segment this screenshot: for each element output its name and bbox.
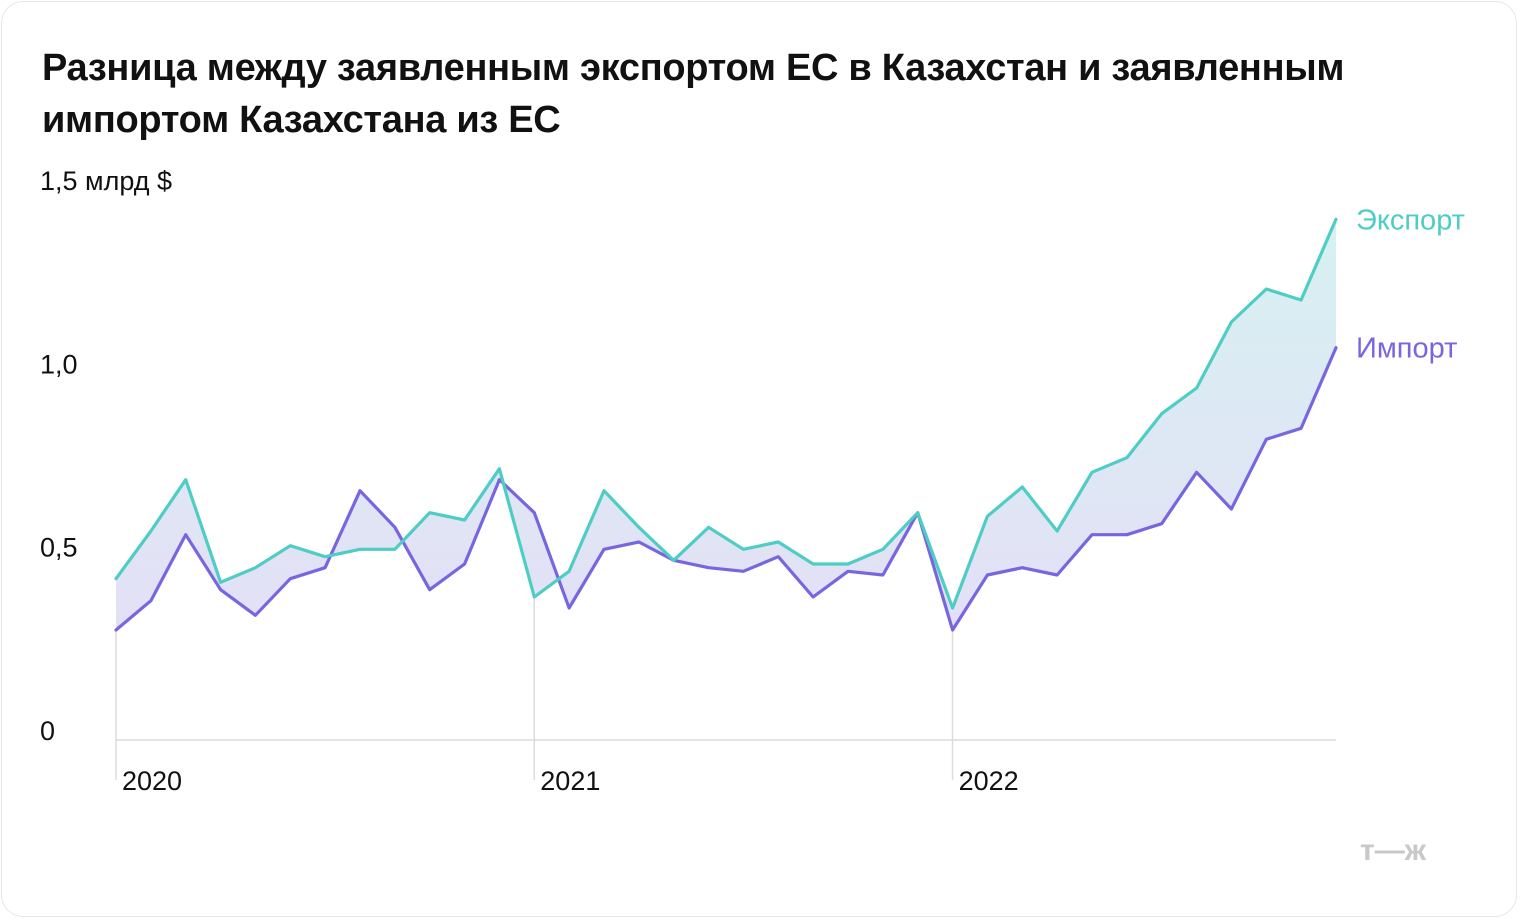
data-point-import — [1265, 438, 1267, 440]
data-point-import — [219, 589, 221, 591]
data-point-export — [1195, 387, 1197, 389]
data-point-export — [1021, 486, 1023, 488]
data-point-import — [289, 578, 291, 580]
data-point-export — [324, 556, 326, 558]
tj-logo: т—ж — [1360, 836, 1485, 866]
data-point-export — [185, 479, 187, 481]
data-point-export — [1126, 457, 1128, 459]
series-labels: Экспорт Импорт — [1356, 204, 1465, 364]
x-tick-label: 2021 — [540, 766, 600, 796]
data-point-import — [429, 589, 431, 591]
data-point-import — [1230, 508, 1232, 510]
data-point-import — [707, 567, 709, 569]
x-axis-labels: 2020 2021 2022 — [122, 766, 1019, 796]
data-point-export — [812, 563, 814, 565]
data-point-import — [568, 607, 570, 609]
data-point-export — [533, 596, 535, 598]
data-point-import — [1195, 471, 1197, 473]
data-point-export — [394, 548, 396, 550]
data-point-import — [533, 512, 535, 514]
data-point-import — [185, 534, 187, 536]
data-point-import — [1126, 534, 1128, 536]
logo-text: т—ж — [1360, 836, 1427, 866]
data-point-import — [882, 574, 884, 576]
data-point-export — [359, 548, 361, 550]
data-point-export — [429, 512, 431, 514]
data-point-import — [115, 629, 117, 631]
data-point-export — [1265, 288, 1267, 290]
data-point-import — [150, 600, 152, 602]
data-point-export — [568, 570, 570, 572]
data-point-import — [1300, 427, 1302, 429]
data-point-export — [917, 512, 919, 514]
data-point-export — [986, 515, 988, 517]
data-point-import — [394, 526, 396, 528]
data-point-import — [359, 490, 361, 492]
y-axis-labels: 0 0,5 1,0 1,5 млрд $ — [40, 166, 172, 746]
data-point-import — [1091, 534, 1093, 536]
data-point-import — [986, 574, 988, 576]
data-point-export — [603, 490, 605, 492]
series-label-import: Импорт — [1356, 333, 1457, 365]
data-point-export — [742, 548, 744, 550]
data-point-export — [847, 563, 849, 565]
series-label-export: Экспорт — [1356, 204, 1465, 236]
data-point-export — [1300, 299, 1302, 301]
y-tick-label: 0,5 — [40, 533, 78, 563]
data-point-export — [254, 567, 256, 569]
data-point-import — [324, 567, 326, 569]
data-point-export — [1091, 471, 1093, 473]
data-point-import — [638, 541, 640, 543]
data-point-import — [1335, 347, 1337, 349]
data-point-import — [847, 570, 849, 572]
data-point-import — [1161, 523, 1163, 525]
data-point-export — [463, 519, 465, 521]
data-point-import — [777, 556, 779, 558]
data-point-export — [150, 530, 152, 532]
x-tick-label: 2020 — [122, 766, 182, 796]
data-point-export — [115, 578, 117, 580]
x-tick-label: 2022 — [959, 766, 1019, 796]
data-point-export — [1335, 218, 1337, 220]
data-point-import — [603, 548, 605, 550]
y-tick-label: 1,0 — [40, 349, 78, 379]
y-tick-label: 0 — [40, 716, 55, 746]
data-point-import — [1056, 574, 1058, 576]
data-point-import — [254, 614, 256, 616]
data-point-export — [707, 526, 709, 528]
data-point-import — [812, 596, 814, 598]
data-point-import — [951, 629, 953, 631]
data-point-export — [498, 468, 500, 470]
data-point-export — [1230, 321, 1232, 323]
data-point-export — [638, 526, 640, 528]
data-point-export — [882, 548, 884, 550]
data-point-import — [1021, 567, 1023, 569]
data-point-export — [951, 607, 953, 609]
data-point-export — [1056, 530, 1058, 532]
data-point-export — [777, 541, 779, 543]
gridlines — [116, 597, 1336, 780]
data-point-export — [219, 581, 221, 583]
y-tick-label: 1,5 млрд $ — [40, 166, 172, 196]
data-point-export — [673, 559, 675, 561]
data-point-import — [498, 479, 500, 481]
data-point-export — [1161, 413, 1163, 415]
data-point-import — [742, 570, 744, 572]
data-point-import — [463, 563, 465, 565]
data-point-export — [289, 545, 291, 547]
